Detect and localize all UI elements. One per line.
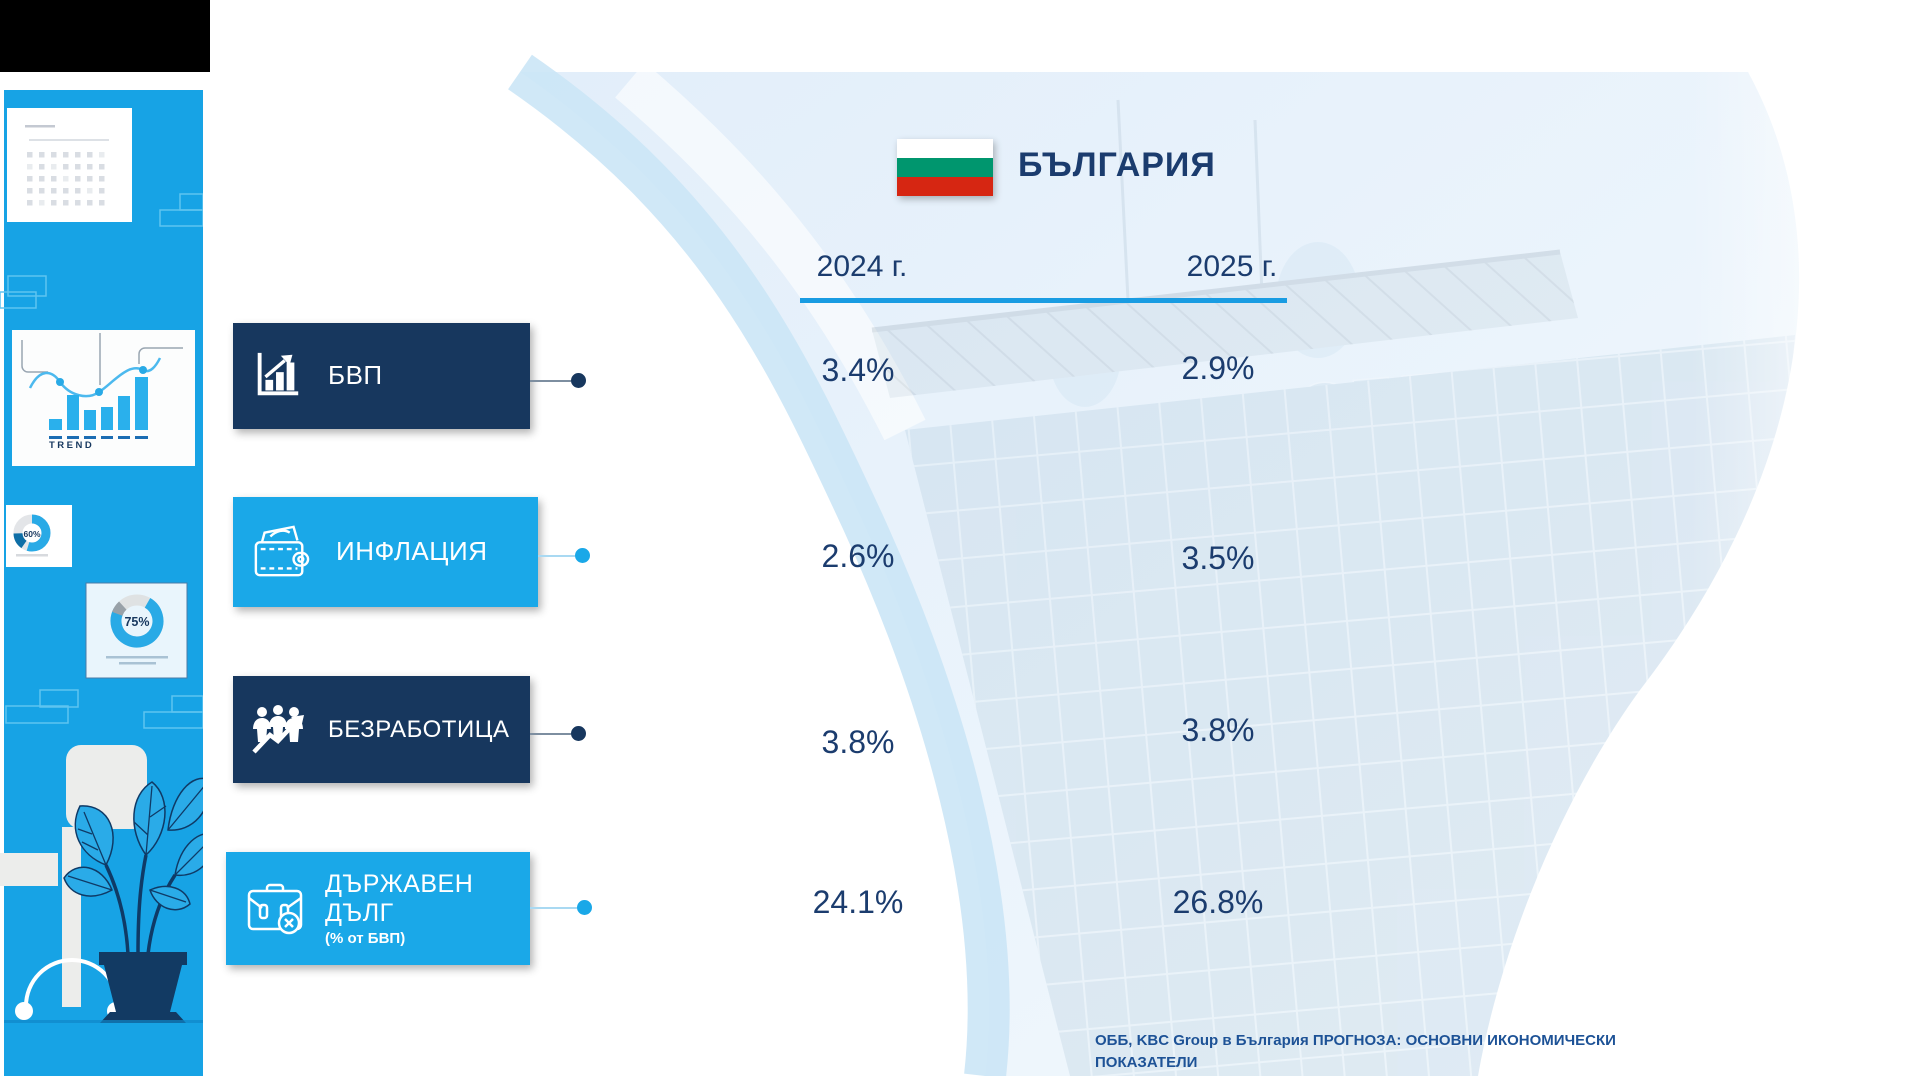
value-debt-2025: 26.8% bbox=[1172, 884, 1264, 920]
connector-line bbox=[530, 733, 571, 735]
column-header-2024: 2024 г. bbox=[816, 250, 908, 283]
calendar-illustration bbox=[7, 108, 132, 222]
indicator-box-debt: ДЪРЖАВЕН ДЪЛГ (% от БВП) bbox=[226, 852, 530, 965]
right-fade bbox=[1690, 72, 1920, 1076]
indicator-label-gdp: БВП bbox=[328, 360, 383, 391]
indicator-sublabel-debt: (% от БВП) bbox=[325, 930, 406, 948]
indicator-label-unemployment: БЕЗРАБОТИЦА bbox=[328, 715, 510, 743]
value-unemployment-2024: 3.8% bbox=[821, 724, 895, 760]
donut-75-illustration: 75% bbox=[85, 582, 188, 679]
value-debt-2024: 24.1% bbox=[812, 884, 904, 920]
trend-chart-illustration: TREND bbox=[12, 330, 195, 466]
value-inflation-2025: 3.5% bbox=[1181, 540, 1255, 576]
value-inflation-2024: 2.6% bbox=[821, 538, 895, 574]
flag-stripe-white bbox=[897, 139, 993, 158]
column-header-2025: 2025 г. bbox=[1186, 250, 1278, 283]
trend-label: TREND bbox=[49, 440, 94, 451]
indicator-box-inflation: ИНФЛАЦИЯ bbox=[233, 497, 538, 607]
sidebar-illustration: TREND 60% 75% bbox=[0, 90, 203, 1076]
flag-stripe-red bbox=[897, 177, 993, 196]
value-gdp-2024: 3.4% bbox=[821, 352, 895, 388]
connector-line bbox=[538, 555, 575, 557]
connector-dot bbox=[571, 726, 586, 741]
donut-60-value: 60% bbox=[23, 529, 40, 539]
black-corner-region bbox=[0, 0, 210, 72]
floor-line bbox=[4, 1020, 203, 1023]
connector-line bbox=[530, 907, 577, 909]
briefcase-cross-icon bbox=[243, 879, 307, 939]
swoosh-white-streak bbox=[615, 62, 926, 441]
bulgaria-flag-icon bbox=[897, 139, 993, 196]
indicator-box-gdp: БВП bbox=[233, 323, 530, 429]
donut-75-value: 75% bbox=[124, 615, 149, 629]
value-unemployment-2025: 3.8% bbox=[1181, 712, 1255, 748]
connector-dot bbox=[571, 373, 586, 388]
source-note: ОББ, KBC Group в България ПРОГНОЗА: ОСНО… bbox=[1095, 1030, 1655, 1076]
flag-stripe-green bbox=[897, 158, 993, 177]
bar-chart-growth-icon bbox=[250, 349, 304, 403]
indicator-box-unemployment: БЕЗРАБОТИЦА bbox=[233, 676, 530, 783]
connector-line bbox=[530, 380, 571, 382]
swoosh-edge-band bbox=[508, 54, 1010, 1076]
connector-dot bbox=[575, 548, 590, 563]
source-note-line1: ОББ, KBC Group в България ПРОГНОЗА: ОСНО… bbox=[1095, 1032, 1616, 1071]
header-underline bbox=[800, 298, 1287, 303]
value-gdp-2025: 2.9% bbox=[1181, 350, 1255, 386]
donut-60-illustration: 60% bbox=[6, 505, 72, 567]
indicator-label-debt: ДЪРЖАВЕН ДЪЛГ bbox=[325, 869, 474, 927]
indicator-label-inflation: ИНФЛАЦИЯ bbox=[336, 536, 488, 567]
plant-illustration bbox=[63, 777, 203, 1023]
people-trend-icon bbox=[250, 702, 312, 758]
wallet-icon bbox=[250, 523, 312, 581]
outline-rectangles bbox=[0, 193, 203, 729]
connector-dot bbox=[577, 900, 592, 915]
page-title: БЪЛГАРИЯ bbox=[1018, 146, 1216, 184]
